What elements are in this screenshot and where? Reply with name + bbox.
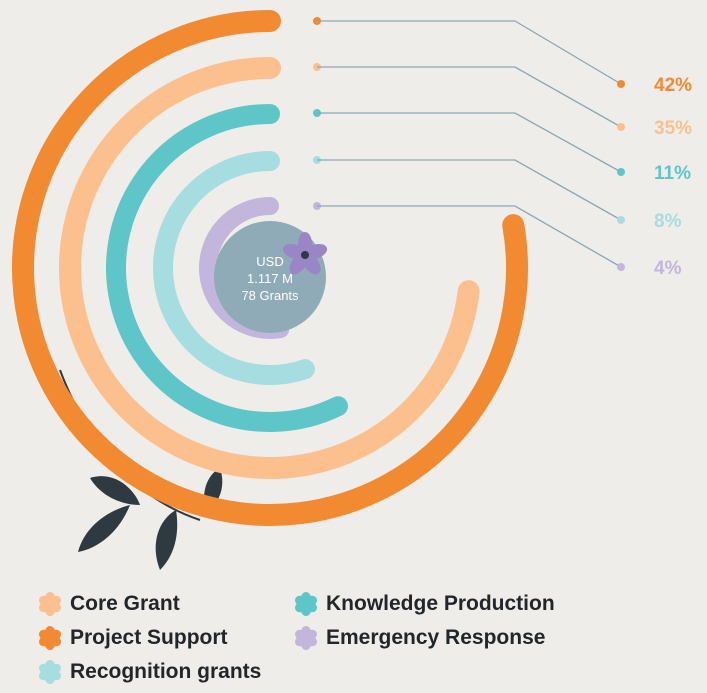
value-label-knowledge-production: 11% xyxy=(654,163,691,184)
value-label-recognition-grants: 8% xyxy=(654,211,682,232)
legend-item-project-support: Project Support xyxy=(38,626,228,650)
center-label-line: USD xyxy=(256,254,283,269)
value-label-emergency-response: 4% xyxy=(654,258,682,279)
leader-end-dot xyxy=(617,80,625,88)
arc-project-support xyxy=(12,10,528,526)
legend-label: Recognition grants xyxy=(70,660,262,683)
leader-end-dot xyxy=(617,216,625,224)
leader-line xyxy=(317,66,622,128)
leaf-icon xyxy=(90,476,140,505)
arc-recognition-grants xyxy=(153,151,315,385)
center-label-line: 1.117 M xyxy=(247,271,293,286)
leader-line xyxy=(317,20,622,85)
leader-end-dot xyxy=(617,168,625,176)
leader-line xyxy=(317,205,622,268)
leader-line xyxy=(317,112,622,173)
legend-item-core-grant: Core Grant xyxy=(38,592,180,616)
legend-label: Core Grant xyxy=(70,592,180,615)
leaf-icon xyxy=(155,510,178,570)
legend-swatch-emergency-response xyxy=(294,626,318,650)
value-label-core-grant: 35% xyxy=(654,118,692,139)
leaf-icon xyxy=(78,505,130,552)
legend-item-knowledge-production: Knowledge Production xyxy=(294,592,555,616)
legend-swatch-recognition-grants xyxy=(38,660,62,684)
legend-swatch-core-grant xyxy=(38,592,62,616)
legend-swatch-knowledge-production xyxy=(294,592,318,616)
leader-line xyxy=(317,159,622,221)
center-label-line: 78 Grants xyxy=(241,288,299,303)
arc-knowledge-production xyxy=(106,104,348,432)
leader-end-dot xyxy=(617,123,625,131)
legend-item-recognition-grants: Recognition grants xyxy=(38,660,261,684)
value-label-project-support: 42% xyxy=(654,75,692,96)
legend-label: Project Support xyxy=(70,626,228,649)
leader-end-dot xyxy=(617,263,625,271)
legend-item-emergency-response: Emergency Response xyxy=(294,626,545,650)
center-badge: USD 1.117 M 78 Grants xyxy=(214,221,328,333)
arc-core-grant xyxy=(59,57,480,479)
value-labels: 42% 35% 11% 8% 4% xyxy=(654,75,692,279)
legend-swatch-project-support xyxy=(38,626,62,650)
legend-label: Emergency Response xyxy=(326,626,546,649)
flower-icon xyxy=(282,232,328,275)
leader-lines xyxy=(313,17,625,271)
legend-label: Knowledge Production xyxy=(326,592,555,615)
decoration xyxy=(59,369,223,570)
